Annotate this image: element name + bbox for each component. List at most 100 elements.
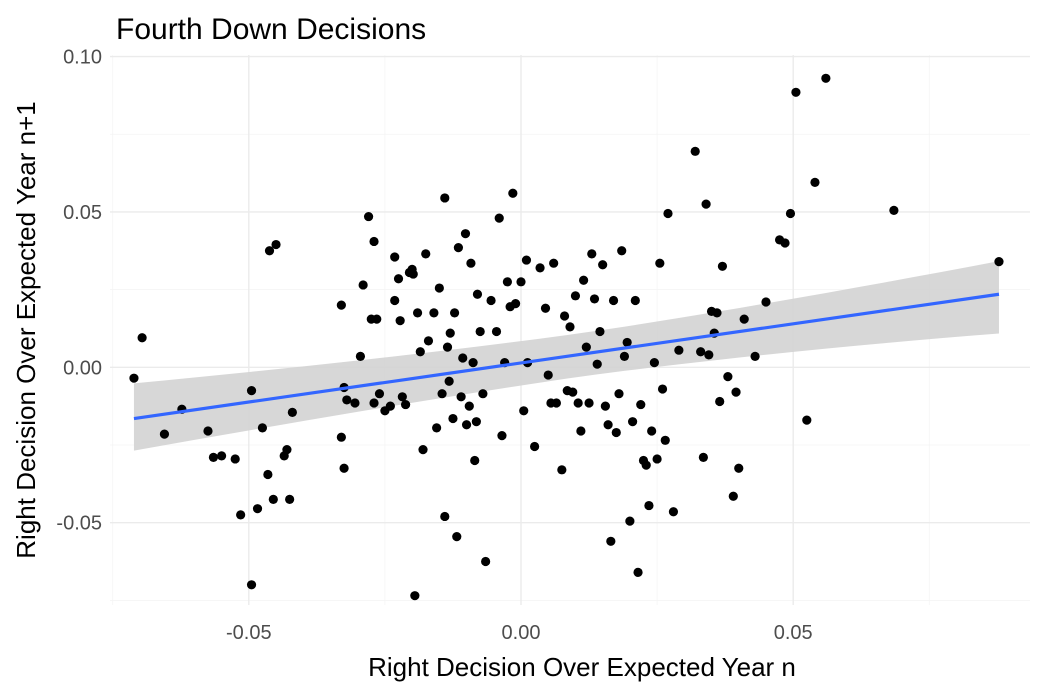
data-point — [821, 73, 831, 83]
data-point — [137, 333, 147, 343]
data-point — [994, 257, 1004, 267]
data-point — [471, 417, 481, 427]
data-point — [521, 255, 532, 265]
data-point — [445, 328, 455, 338]
data-point — [543, 370, 553, 380]
data-point — [481, 556, 491, 567]
data-point — [442, 342, 453, 352]
data-point — [652, 454, 662, 464]
data-point — [434, 283, 444, 293]
y-tick-label: -0.05 — [56, 513, 102, 535]
data-point — [698, 452, 708, 463]
data-point — [581, 342, 591, 352]
data-point — [374, 389, 385, 399]
data-point — [475, 326, 485, 337]
data-point — [649, 358, 659, 368]
data-point — [369, 398, 379, 408]
data-point — [468, 358, 478, 368]
data-point — [628, 417, 638, 427]
data-point — [336, 300, 346, 310]
data-point — [617, 246, 627, 256]
data-point — [432, 423, 442, 433]
data-point — [530, 441, 540, 452]
data-point — [415, 347, 425, 357]
data-point — [630, 295, 640, 306]
data-point — [494, 213, 504, 223]
data-point — [464, 401, 474, 411]
data-point — [584, 398, 594, 408]
data-point — [350, 398, 360, 408]
x-tick-label: 0.05 — [774, 622, 813, 644]
data-point — [598, 260, 608, 270]
data-point — [595, 326, 605, 337]
data-point — [408, 269, 418, 279]
data-point — [397, 392, 407, 402]
data-point — [363, 211, 374, 222]
data-point — [576, 426, 586, 436]
trend-line — [133, 292, 1000, 421]
data-point — [633, 567, 643, 577]
data-point — [516, 277, 526, 287]
data-point — [647, 426, 657, 436]
data-point — [674, 345, 684, 355]
data-point — [603, 420, 613, 430]
data-point — [734, 463, 744, 473]
data-point — [358, 280, 368, 290]
data-point — [559, 311, 570, 321]
data-point — [393, 274, 404, 284]
data-point — [587, 249, 597, 259]
data-point — [535, 263, 545, 273]
data-point — [271, 239, 281, 250]
data-point — [355, 351, 366, 362]
data-point — [444, 376, 454, 386]
data-point — [246, 385, 257, 396]
data-point — [497, 431, 507, 441]
data-point — [510, 298, 521, 309]
data-point — [570, 291, 581, 301]
data-point — [372, 314, 382, 324]
data-point — [565, 322, 575, 332]
data-point — [385, 401, 395, 411]
data-point — [390, 295, 400, 306]
x-axis-title: Right Decision Over Expected Year n — [368, 652, 796, 682]
data-point — [263, 469, 273, 480]
data-point — [723, 372, 733, 382]
data-point — [573, 398, 583, 408]
minor-gridlines — [110, 55, 1030, 605]
data-point — [655, 258, 665, 268]
data-point — [728, 491, 738, 501]
data-point — [466, 258, 476, 268]
x-tick-label: 0.00 — [502, 622, 541, 644]
data-point — [282, 445, 292, 455]
data-point — [592, 359, 602, 369]
data-point — [461, 420, 472, 430]
data-point — [452, 532, 462, 542]
data-point — [761, 297, 771, 307]
data-point — [551, 398, 561, 408]
data-point — [791, 87, 801, 97]
data-point — [285, 494, 295, 504]
data-point — [339, 463, 349, 473]
data-point — [780, 238, 790, 248]
data-point — [715, 396, 725, 407]
data-point — [159, 429, 170, 439]
data-point — [644, 500, 654, 511]
data-point — [336, 432, 346, 442]
data-point — [448, 413, 458, 424]
y-tick-label: 0.10 — [63, 47, 102, 69]
data-point — [614, 389, 624, 399]
data-point — [519, 406, 529, 416]
data-point — [549, 258, 559, 268]
chart-title: Fourth Down Decisions — [116, 13, 426, 46]
y-tick-label: 0.05 — [63, 202, 102, 224]
data-point — [491, 326, 502, 337]
data-point — [264, 246, 275, 256]
data-point — [611, 427, 621, 438]
data-point — [268, 494, 278, 504]
data-point — [540, 303, 551, 313]
data-point — [660, 435, 670, 445]
data-point — [568, 387, 578, 397]
data-point — [810, 177, 820, 188]
data-point — [704, 350, 714, 360]
data-point — [785, 208, 796, 219]
